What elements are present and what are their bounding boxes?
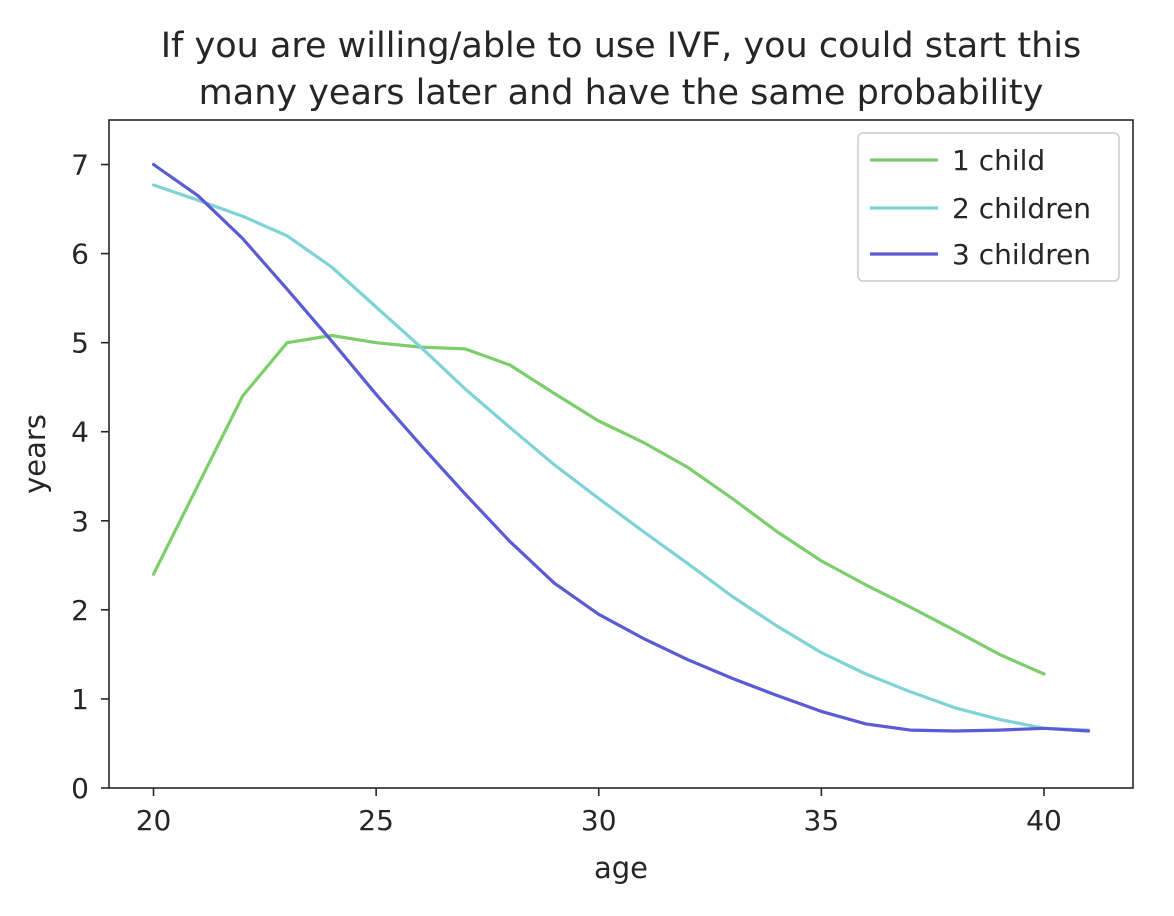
chart-title-line-1: If you are willing/able to use IVF, you … [161,26,1082,66]
x-axis-label: age [594,851,648,885]
x-tick-label: 20 [136,804,172,837]
axes-frame [108,119,1134,789]
chart-title-line-2: many years later and have the same proba… [199,73,1044,113]
series-line-3 [151,162,1091,733]
y-tick-label: 4 [71,416,89,449]
y-axis-ticks: 0 1 2 3 4 5 6 7 [71,149,109,805]
series-lines [151,162,1091,733]
legend-label-2: 2 children [952,192,1091,225]
x-tick-label: 40 [1026,804,1062,837]
y-tick-label: 1 [71,683,89,716]
chart-title: If you are willing/able to use IVF, you … [161,26,1082,113]
y-axis-label: years [18,414,52,494]
y-tick-label: 5 [71,327,89,360]
legend: 1 child 2 children 3 children [857,132,1120,282]
legend-label-3: 3 children [952,238,1091,271]
x-tick-label: 35 [804,804,840,837]
y-tick-label: 3 [71,505,89,538]
legend-label-1: 1 child [952,144,1045,177]
series-line-2 [151,183,1091,732]
y-tick-label: 7 [71,149,89,182]
y-tick-label: 0 [71,772,89,805]
y-tick-label: 6 [71,238,89,271]
x-tick-label: 25 [358,804,394,837]
legend-box [857,132,1120,282]
y-tick-label: 2 [71,594,89,627]
series-line-1 [151,333,1046,676]
x-axis-ticks: 20 25 30 35 40 [136,788,1062,837]
x-tick-label: 30 [581,804,617,837]
